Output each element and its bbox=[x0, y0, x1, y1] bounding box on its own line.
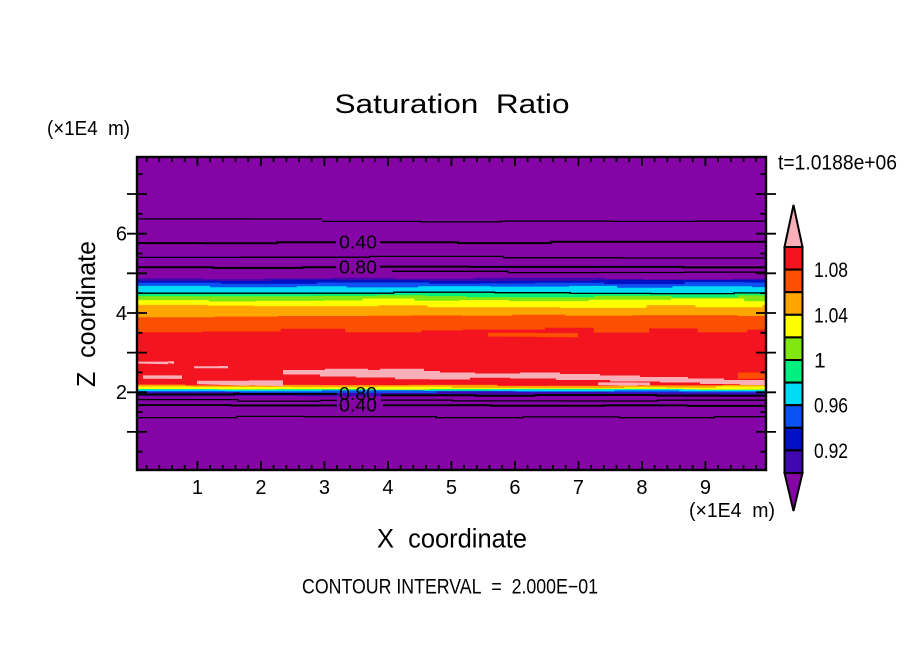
svg-text:0.96: 0.96 bbox=[814, 395, 848, 418]
svg-text:0.92: 0.92 bbox=[814, 440, 848, 463]
svg-text:Saturation Ratio: Saturation Ratio bbox=[335, 89, 570, 119]
svg-text:5: 5 bbox=[446, 477, 457, 499]
svg-text:(×1E4 m): (×1E4 m) bbox=[47, 118, 130, 140]
svg-text:0.40: 0.40 bbox=[339, 396, 377, 416]
svg-text:2: 2 bbox=[255, 477, 266, 499]
svg-text:4: 4 bbox=[382, 477, 393, 499]
svg-text:3: 3 bbox=[319, 477, 330, 499]
svg-text:0.80: 0.80 bbox=[339, 384, 377, 404]
svg-text:0.80: 0.80 bbox=[339, 257, 377, 277]
svg-text:8: 8 bbox=[636, 477, 647, 499]
svg-text:CONTOUR INTERVAL = 2.000E−01: CONTOUR INTERVAL = 2.000E−01 bbox=[302, 576, 598, 599]
svg-text:0.40: 0.40 bbox=[339, 232, 377, 252]
svg-text:t=1.0188e+06: t=1.0188e+06 bbox=[778, 152, 897, 175]
svg-text:6: 6 bbox=[116, 224, 127, 246]
svg-text:7: 7 bbox=[573, 477, 584, 499]
svg-text:1: 1 bbox=[192, 477, 203, 499]
svg-text:4: 4 bbox=[116, 303, 127, 325]
svg-text:1.08: 1.08 bbox=[814, 259, 848, 282]
svg-text:9: 9 bbox=[700, 477, 711, 499]
svg-text:Z coordinate: Z coordinate bbox=[71, 241, 101, 387]
svg-text:X coordinate: X coordinate bbox=[377, 524, 527, 554]
svg-text:6: 6 bbox=[509, 477, 520, 499]
svg-text:1.04: 1.04 bbox=[814, 304, 848, 327]
svg-text:2: 2 bbox=[116, 382, 127, 404]
svg-text:(×1E4 m): (×1E4 m) bbox=[689, 500, 775, 522]
svg-text:1: 1 bbox=[814, 350, 826, 373]
